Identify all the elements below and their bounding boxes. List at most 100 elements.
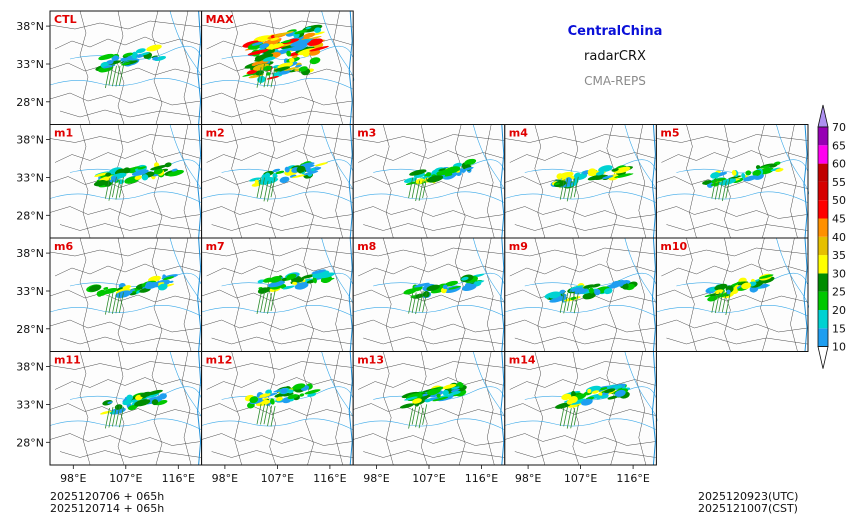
province-boundary	[656, 134, 808, 143]
echo-cell	[292, 55, 298, 59]
province-boundary	[211, 223, 353, 231]
echo-cell	[312, 276, 317, 284]
province-boundary	[303, 237, 314, 352]
echo-cell	[281, 277, 287, 282]
convective-stripe	[263, 292, 269, 313]
echo-cell	[261, 174, 269, 181]
convective-stripe	[559, 405, 565, 427]
lon-tick-label: 98°E	[515, 472, 541, 485]
panel-label: m9	[509, 240, 528, 253]
province-boundary	[333, 124, 343, 238]
province-boundary	[353, 176, 505, 189]
coastline	[651, 351, 656, 466]
echo-cell	[139, 287, 151, 293]
echo-cell	[571, 390, 576, 398]
river-line	[656, 305, 808, 317]
echo-cell	[140, 391, 152, 398]
panel-background	[353, 351, 505, 465]
echo-cell	[591, 283, 601, 288]
province-boundary	[181, 237, 192, 352]
province-boundary	[606, 351, 618, 465]
echo-cell	[582, 292, 597, 300]
panel-background	[50, 351, 202, 465]
echo-cell	[290, 39, 310, 47]
colorbar-segment	[818, 310, 828, 329]
lon-tick-label: 98°E	[212, 472, 238, 485]
echo-cell	[598, 387, 609, 391]
convective-stripe	[256, 67, 262, 88]
init-time-cst: 2025120714 + 065h	[50, 502, 165, 515]
province-boundary	[418, 351, 428, 465]
panel-label: m12	[206, 354, 233, 367]
echo-cell	[120, 62, 131, 66]
echo-cell	[122, 285, 132, 290]
coastline	[803, 237, 808, 352]
convective-stripe	[415, 293, 421, 315]
convective-stripe	[260, 177, 265, 199]
province-boundary	[570, 351, 580, 465]
coastline	[500, 237, 505, 352]
province-boundary	[636, 237, 647, 352]
lat-tick-label: 38°N	[16, 134, 44, 147]
echo-cell	[122, 52, 133, 57]
convective-stripe	[115, 292, 121, 314]
convective-stripe	[256, 177, 262, 198]
convective-stripe	[112, 405, 117, 427]
echo-cell	[309, 57, 321, 65]
colorbar: 10 15 20 25 30 35 40 45 50 55 60 65 70	[817, 104, 846, 369]
echo-cell	[745, 170, 752, 176]
lon-tick-label: 116°E	[313, 472, 346, 485]
echo-cell	[263, 277, 273, 283]
echo-cell	[760, 165, 771, 169]
convective-stripe	[112, 176, 117, 198]
province-boundary	[504, 176, 656, 189]
province-boundary	[49, 134, 202, 143]
echo-cell	[461, 276, 469, 281]
colorbar-label: 20	[832, 304, 846, 317]
province-boundary	[303, 351, 314, 465]
colorbar-frame	[817, 126, 829, 348]
province-boundary	[206, 150, 353, 163]
convective-stripe	[422, 291, 428, 313]
coastline	[197, 237, 202, 352]
province-boundary	[49, 62, 202, 76]
map-panel-m1: m1	[49, 124, 203, 239]
convective-stripe	[422, 404, 428, 425]
echo-cell	[141, 174, 149, 181]
echo-cell	[298, 66, 308, 72]
river-line	[49, 191, 202, 203]
colorbar-segment	[818, 255, 828, 274]
convective-stripe	[267, 293, 272, 314]
echo-cell	[152, 56, 159, 61]
convective-stripe	[115, 65, 121, 87]
province-boundary	[54, 36, 202, 50]
colorbar-segment	[818, 127, 828, 146]
river-line	[776, 124, 810, 195]
echo-cell	[129, 292, 137, 296]
province-boundary	[79, 10, 91, 125]
convective-stripe	[270, 66, 276, 88]
river-line	[624, 351, 658, 422]
province-boundary	[454, 237, 466, 352]
echo-cell	[269, 276, 282, 283]
province-boundary	[49, 176, 202, 189]
river-line	[776, 237, 810, 309]
init-time-utc: 2025120706 + 065h	[50, 490, 165, 503]
valid-time-utc: 2025120923(UTC)	[698, 490, 799, 503]
echo-cell	[595, 171, 605, 176]
echo-cell	[603, 288, 613, 295]
echo-cell	[566, 399, 574, 405]
map-panel-m6: m6	[49, 237, 203, 352]
echo-cell	[714, 289, 724, 295]
valid-time-cst: 2025121007(CST)	[698, 502, 798, 515]
convective-stripe	[573, 404, 579, 426]
convective-stripe	[559, 179, 565, 200]
echo-cell	[548, 291, 561, 299]
map-panel-m11: m11	[49, 351, 203, 466]
river-line	[201, 78, 353, 90]
echo-cell	[737, 281, 749, 286]
province-boundary	[353, 403, 505, 416]
lat-tick-label: 28°N	[16, 96, 44, 109]
echo-cell	[299, 393, 305, 397]
province-boundary	[504, 247, 656, 257]
